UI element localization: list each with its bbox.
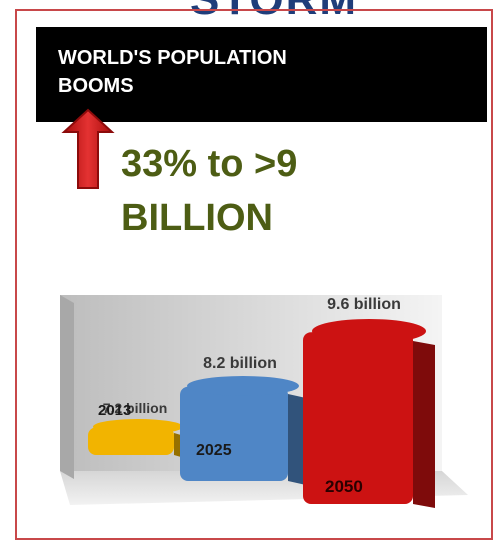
bar-top-2025 bbox=[187, 376, 299, 396]
growth-stat: 33% to >9 BILLION bbox=[121, 137, 297, 245]
bar-side-2050 bbox=[413, 341, 435, 508]
red-up-arrow-icon bbox=[61, 108, 115, 189]
banner-title-line2: BOOMS bbox=[58, 75, 134, 97]
bar-2025 bbox=[180, 386, 288, 481]
category-label-2025: 2025 bbox=[196, 442, 232, 459]
banner-title-line1: WORLD'S POPULATION bbox=[58, 47, 287, 69]
value-label-2025: 8.2 billion bbox=[203, 355, 277, 372]
value-label-2050: 9.6 billion bbox=[327, 296, 401, 313]
bar-top-2013 bbox=[93, 419, 183, 435]
bar-2013 bbox=[88, 427, 174, 455]
growth-stat-line1: 33% to >9 bbox=[121, 143, 298, 185]
category-label-2050: 2050 bbox=[325, 477, 363, 496]
bar-side-2025 bbox=[288, 394, 306, 485]
category-label-2013: 2013 bbox=[98, 402, 131, 419]
bar-top-2050 bbox=[312, 319, 426, 344]
title-banner: WORLD'S POPULATION BOOMS bbox=[36, 27, 487, 122]
bar-2050 bbox=[303, 332, 413, 504]
banner-title: WORLD'S POPULATION BOOMS bbox=[58, 44, 418, 100]
value-label-2013: 7.2 billion bbox=[103, 400, 168, 416]
growth-stat-line2: BILLION bbox=[121, 197, 273, 239]
slide-frame bbox=[15, 9, 493, 540]
